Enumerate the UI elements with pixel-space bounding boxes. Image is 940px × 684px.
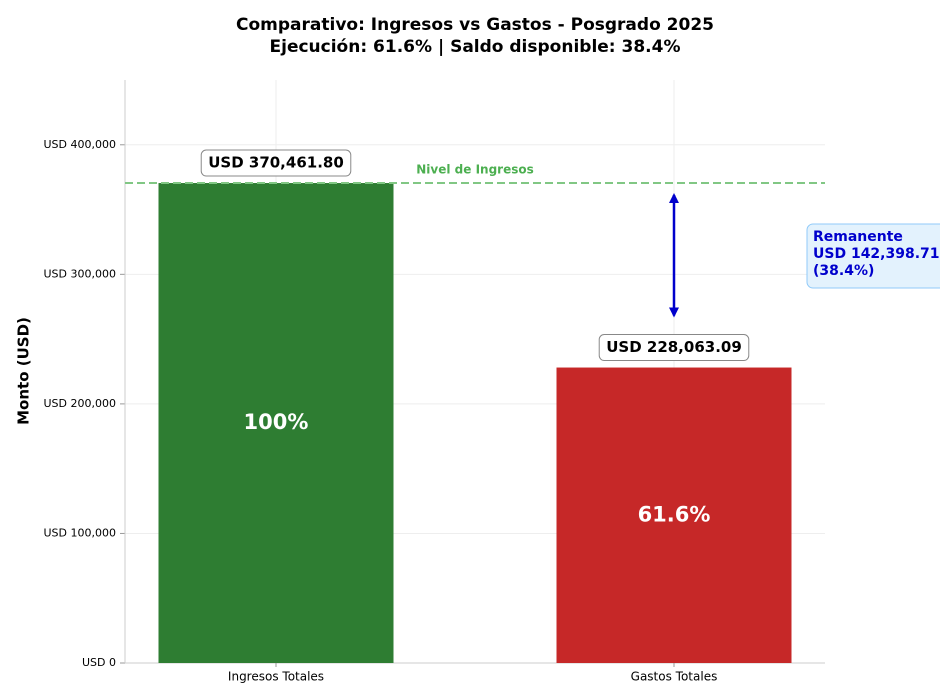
y-axis-label: Monto (USD)	[15, 317, 33, 425]
y-tick-label: USD 100,000	[44, 526, 117, 539]
label-box	[200, 149, 352, 177]
remainder-box	[806, 223, 940, 289]
y-tick-label: USD 300,000	[44, 267, 117, 280]
x-tick-label: Gastos Totales	[631, 670, 718, 684]
y-tick-label: USD 400,000	[44, 138, 117, 151]
value-label: USD 228,063.09	[606, 338, 742, 356]
label-box	[598, 334, 750, 362]
bar	[556, 367, 792, 663]
remainder-label: USD 142,398.71	[813, 246, 940, 262]
y-tick-label: USD 0	[82, 656, 116, 669]
chart-subtitle: Ejecución: 61.6% | Saldo disponible: 38.…	[270, 37, 681, 57]
reference-label: Nivel de Ingresos	[416, 163, 534, 177]
remainder-label: Remanente	[813, 229, 903, 245]
bar	[158, 183, 394, 664]
inner-label: 61.6%	[638, 502, 711, 526]
remainder-label: (38.4%)	[813, 263, 874, 279]
value-label-box: USD 228,063.09	[598, 334, 750, 362]
value-label-box: USD 370,461.80	[200, 149, 352, 177]
x-tick-label: Ingresos Totales	[228, 670, 324, 684]
inner-label: 100%	[244, 410, 309, 434]
chart-title: Comparativo: Ingresos vs Gastos - Posgra…	[236, 15, 714, 35]
y-tick-label: USD 200,000	[44, 397, 117, 410]
value-label: USD 370,461.80	[208, 154, 344, 172]
